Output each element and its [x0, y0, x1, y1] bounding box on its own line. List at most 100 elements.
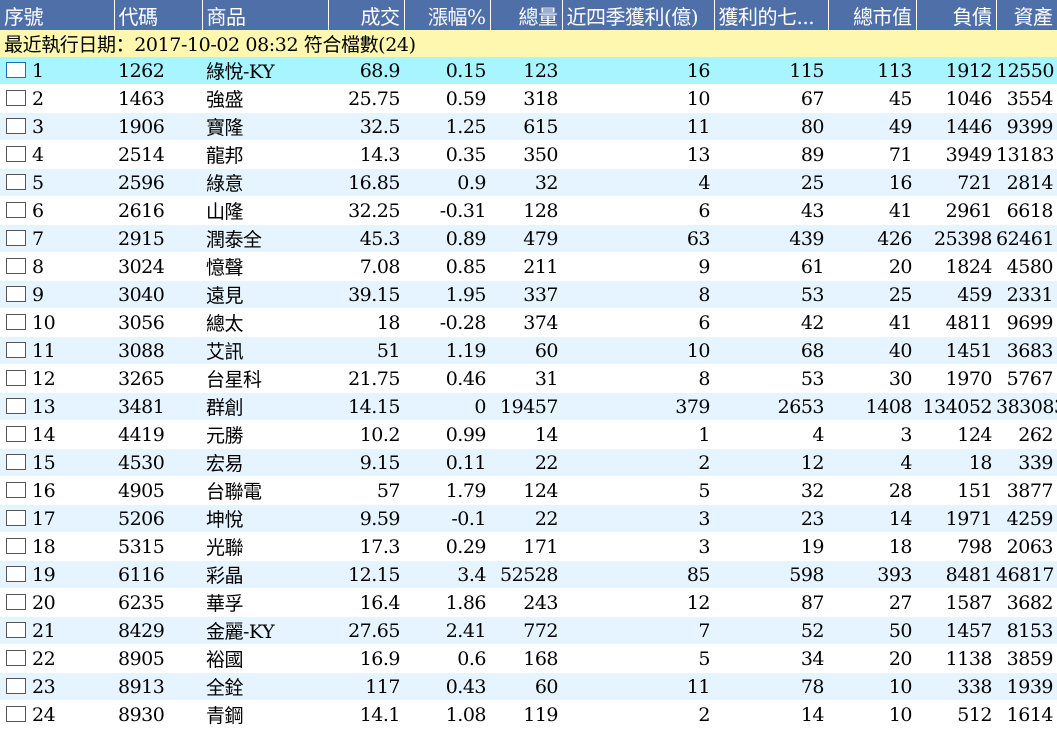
col-header-profit[interactable]: 近四季獲利(億) — [562, 0, 715, 30]
profit-cell: 11 — [562, 672, 714, 701]
volume-cell: 22 — [490, 504, 562, 533]
table-row[interactable]: 17 5206 坤悅 9.59 -0.1 22 3 23 14 1971 4259 — [0, 504, 1057, 533]
profit7-cell: 4 — [714, 420, 828, 449]
col-header-asset[interactable]: 資產 — [996, 0, 1057, 30]
debt-cell: 798 — [916, 532, 996, 561]
row-checkbox[interactable] — [6, 285, 26, 302]
row-checkbox[interactable] — [6, 61, 26, 78]
seq-value: 17 — [32, 507, 56, 530]
profit7-cell: 32 — [714, 476, 828, 505]
row-checkbox[interactable] — [6, 145, 26, 162]
col-header-change[interactable]: 漲幅% — [404, 0, 491, 30]
row-checkbox[interactable] — [6, 229, 26, 246]
volume-cell: 22 — [490, 448, 562, 477]
col-header-seq[interactable]: 序號 — [0, 0, 115, 30]
col-header-code[interactable]: 代碼 — [114, 0, 203, 30]
table-row[interactable]: 18 5315 光聯 17.3 0.29 171 3 19 18 798 2063 — [0, 532, 1057, 561]
row-checkbox[interactable] — [6, 705, 26, 722]
name-cell: 華孚 — [202, 588, 328, 617]
table-row[interactable]: 14 4419 元勝 10.2 0.99 14 1 4 3 124 262 — [0, 420, 1057, 449]
profit-cell: 1 — [562, 420, 714, 449]
market-cap-cell: 16 — [828, 168, 916, 197]
row-checkbox[interactable] — [6, 481, 26, 498]
change-cell: 0.43 — [404, 672, 490, 701]
table-row[interactable]: 15 4530 宏易 9.15 0.11 22 2 12 4 18 339 — [0, 448, 1057, 477]
table-row[interactable]: 21 8429 金麗-KY 27.65 2.41 772 7 52 50 1457 8153 — [0, 616, 1057, 645]
row-checkbox[interactable] — [6, 173, 26, 190]
row-checkbox[interactable] — [6, 117, 26, 134]
row-checkbox[interactable] — [6, 649, 26, 666]
profit7-cell: 78 — [714, 672, 828, 701]
table-row[interactable]: 7 2915 潤泰全 45.3 0.89 479 63 439 426 25398 62461 — [0, 224, 1057, 253]
table-row[interactable]: 16 4905 台聯電 57 1.79 124 5 32 28 151 3877 — [0, 476, 1057, 505]
profit-cell: 16 — [562, 57, 714, 85]
row-checkbox[interactable] — [6, 257, 26, 274]
table-row[interactable]: 2 1463 強盛 25.75 0.59 318 10 67 45 1046 3554 — [0, 84, 1057, 113]
price-cell: 7.08 — [328, 252, 404, 281]
volume-cell: 19457 — [490, 392, 562, 421]
asset-cell: 2331 — [996, 280, 1057, 309]
asset-cell: 62461 — [996, 224, 1057, 253]
table-row[interactable]: 11 3088 艾訊 51 1.19 60 10 68 40 1451 3683 — [0, 336, 1057, 365]
row-checkbox[interactable] — [6, 341, 26, 358]
profit7-cell: 25 — [714, 168, 828, 197]
debt-cell: 18 — [916, 448, 996, 477]
row-checkbox[interactable] — [6, 201, 26, 218]
seq-cell: 5 — [0, 168, 114, 197]
col-header-name[interactable]: 商品 — [202, 0, 329, 30]
profit7-cell: 42 — [714, 308, 828, 337]
market-cap-cell: 50 — [828, 616, 916, 645]
table-row[interactable]: 12 3265 台星科 21.75 0.46 31 8 53 30 1970 5767 — [0, 364, 1057, 393]
row-checkbox[interactable] — [6, 537, 26, 554]
change-cell: -0.31 — [404, 196, 490, 225]
col-header-volume[interactable]: 總量 — [490, 0, 563, 30]
seq-value: 21 — [32, 619, 56, 642]
col-header-price[interactable]: 成交 — [328, 0, 405, 30]
table-row[interactable]: 23 8913 全銓 117 0.43 60 11 78 10 338 1939 — [0, 672, 1057, 701]
table-row[interactable]: 3 1906 寶隆 32.5 1.25 615 11 80 49 1446 9399 — [0, 112, 1057, 141]
debt-cell: 124 — [916, 420, 996, 449]
row-checkbox[interactable] — [6, 453, 26, 470]
row-checkbox[interactable] — [6, 425, 26, 442]
row-checkbox[interactable] — [6, 593, 26, 610]
table-row[interactable]: 1 1262 綠悅-KY 68.9 0.15 123 16 115 113 1912 12550 — [0, 57, 1057, 85]
asset-cell: 3859 — [996, 644, 1057, 673]
code-cell: 1463 — [114, 84, 202, 113]
asset-cell: 1614 — [996, 700, 1057, 729]
asset-cell: 339 — [996, 448, 1057, 477]
table-row[interactable]: 13 3481 群創 14.15 0 19457 379 2653 1408 134052 3830… — [0, 392, 1057, 421]
table-row[interactable]: 8 3024 憶聲 7.08 0.85 211 9 61 20 1824 4580 — [0, 252, 1057, 281]
table-row[interactable]: 22 8905 裕國 16.9 0.6 168 5 34 20 1138 3859 — [0, 644, 1057, 673]
change-cell: 0.9 — [404, 168, 490, 197]
table-row[interactable]: 19 6116 彩晶 12.15 3.4 52528 85 598 393 8481 46817 — [0, 560, 1057, 589]
debt-cell: 4811 — [916, 308, 996, 337]
row-checkbox[interactable] — [6, 509, 26, 526]
row-checkbox[interactable] — [6, 89, 26, 106]
volume-cell: 123 — [490, 57, 562, 85]
table-row[interactable]: 5 2596 綠意 16.85 0.9 32 4 25 16 721 2814 — [0, 168, 1057, 197]
table-row[interactable]: 9 3040 遠見 39.15 1.95 337 8 53 25 459 2331 — [0, 280, 1057, 309]
row-checkbox[interactable] — [6, 369, 26, 386]
table-row[interactable]: 10 3056 總太 18 -0.28 374 6 42 41 4811 9699 — [0, 308, 1057, 337]
volume-cell: 615 — [490, 112, 562, 141]
col-header-profit7[interactable]: 獲利的七... — [714, 0, 829, 30]
price-cell: 10.2 — [328, 420, 404, 449]
table-row[interactable]: 20 6235 華孚 16.4 1.86 243 12 87 27 1587 3682 — [0, 588, 1057, 617]
row-checkbox[interactable] — [6, 313, 26, 330]
debt-cell: 1138 — [916, 644, 996, 673]
row-checkbox[interactable] — [6, 677, 26, 694]
col-header-debt[interactable]: 負債 — [916, 0, 997, 30]
row-checkbox[interactable] — [6, 397, 26, 414]
profit7-cell: 2653 — [714, 392, 828, 421]
row-checkbox[interactable] — [6, 621, 26, 638]
seq-value: 2 — [32, 87, 44, 110]
profit7-cell: 89 — [714, 140, 828, 169]
table-row[interactable]: 4 2514 龍邦 14.3 0.35 350 13 89 71 3949 13183 — [0, 140, 1057, 169]
table-row[interactable]: 24 8930 青鋼 14.1 1.08 119 2 14 10 512 1614 — [0, 700, 1057, 729]
price-cell: 27.65 — [328, 616, 404, 645]
row-checkbox[interactable] — [6, 565, 26, 582]
col-header-market-cap[interactable]: 總市值 — [828, 0, 917, 30]
table-row[interactable]: 6 2616 山隆 32.25 -0.31 128 6 43 41 2961 6618 — [0, 196, 1057, 225]
seq-value: 6 — [32, 199, 44, 222]
